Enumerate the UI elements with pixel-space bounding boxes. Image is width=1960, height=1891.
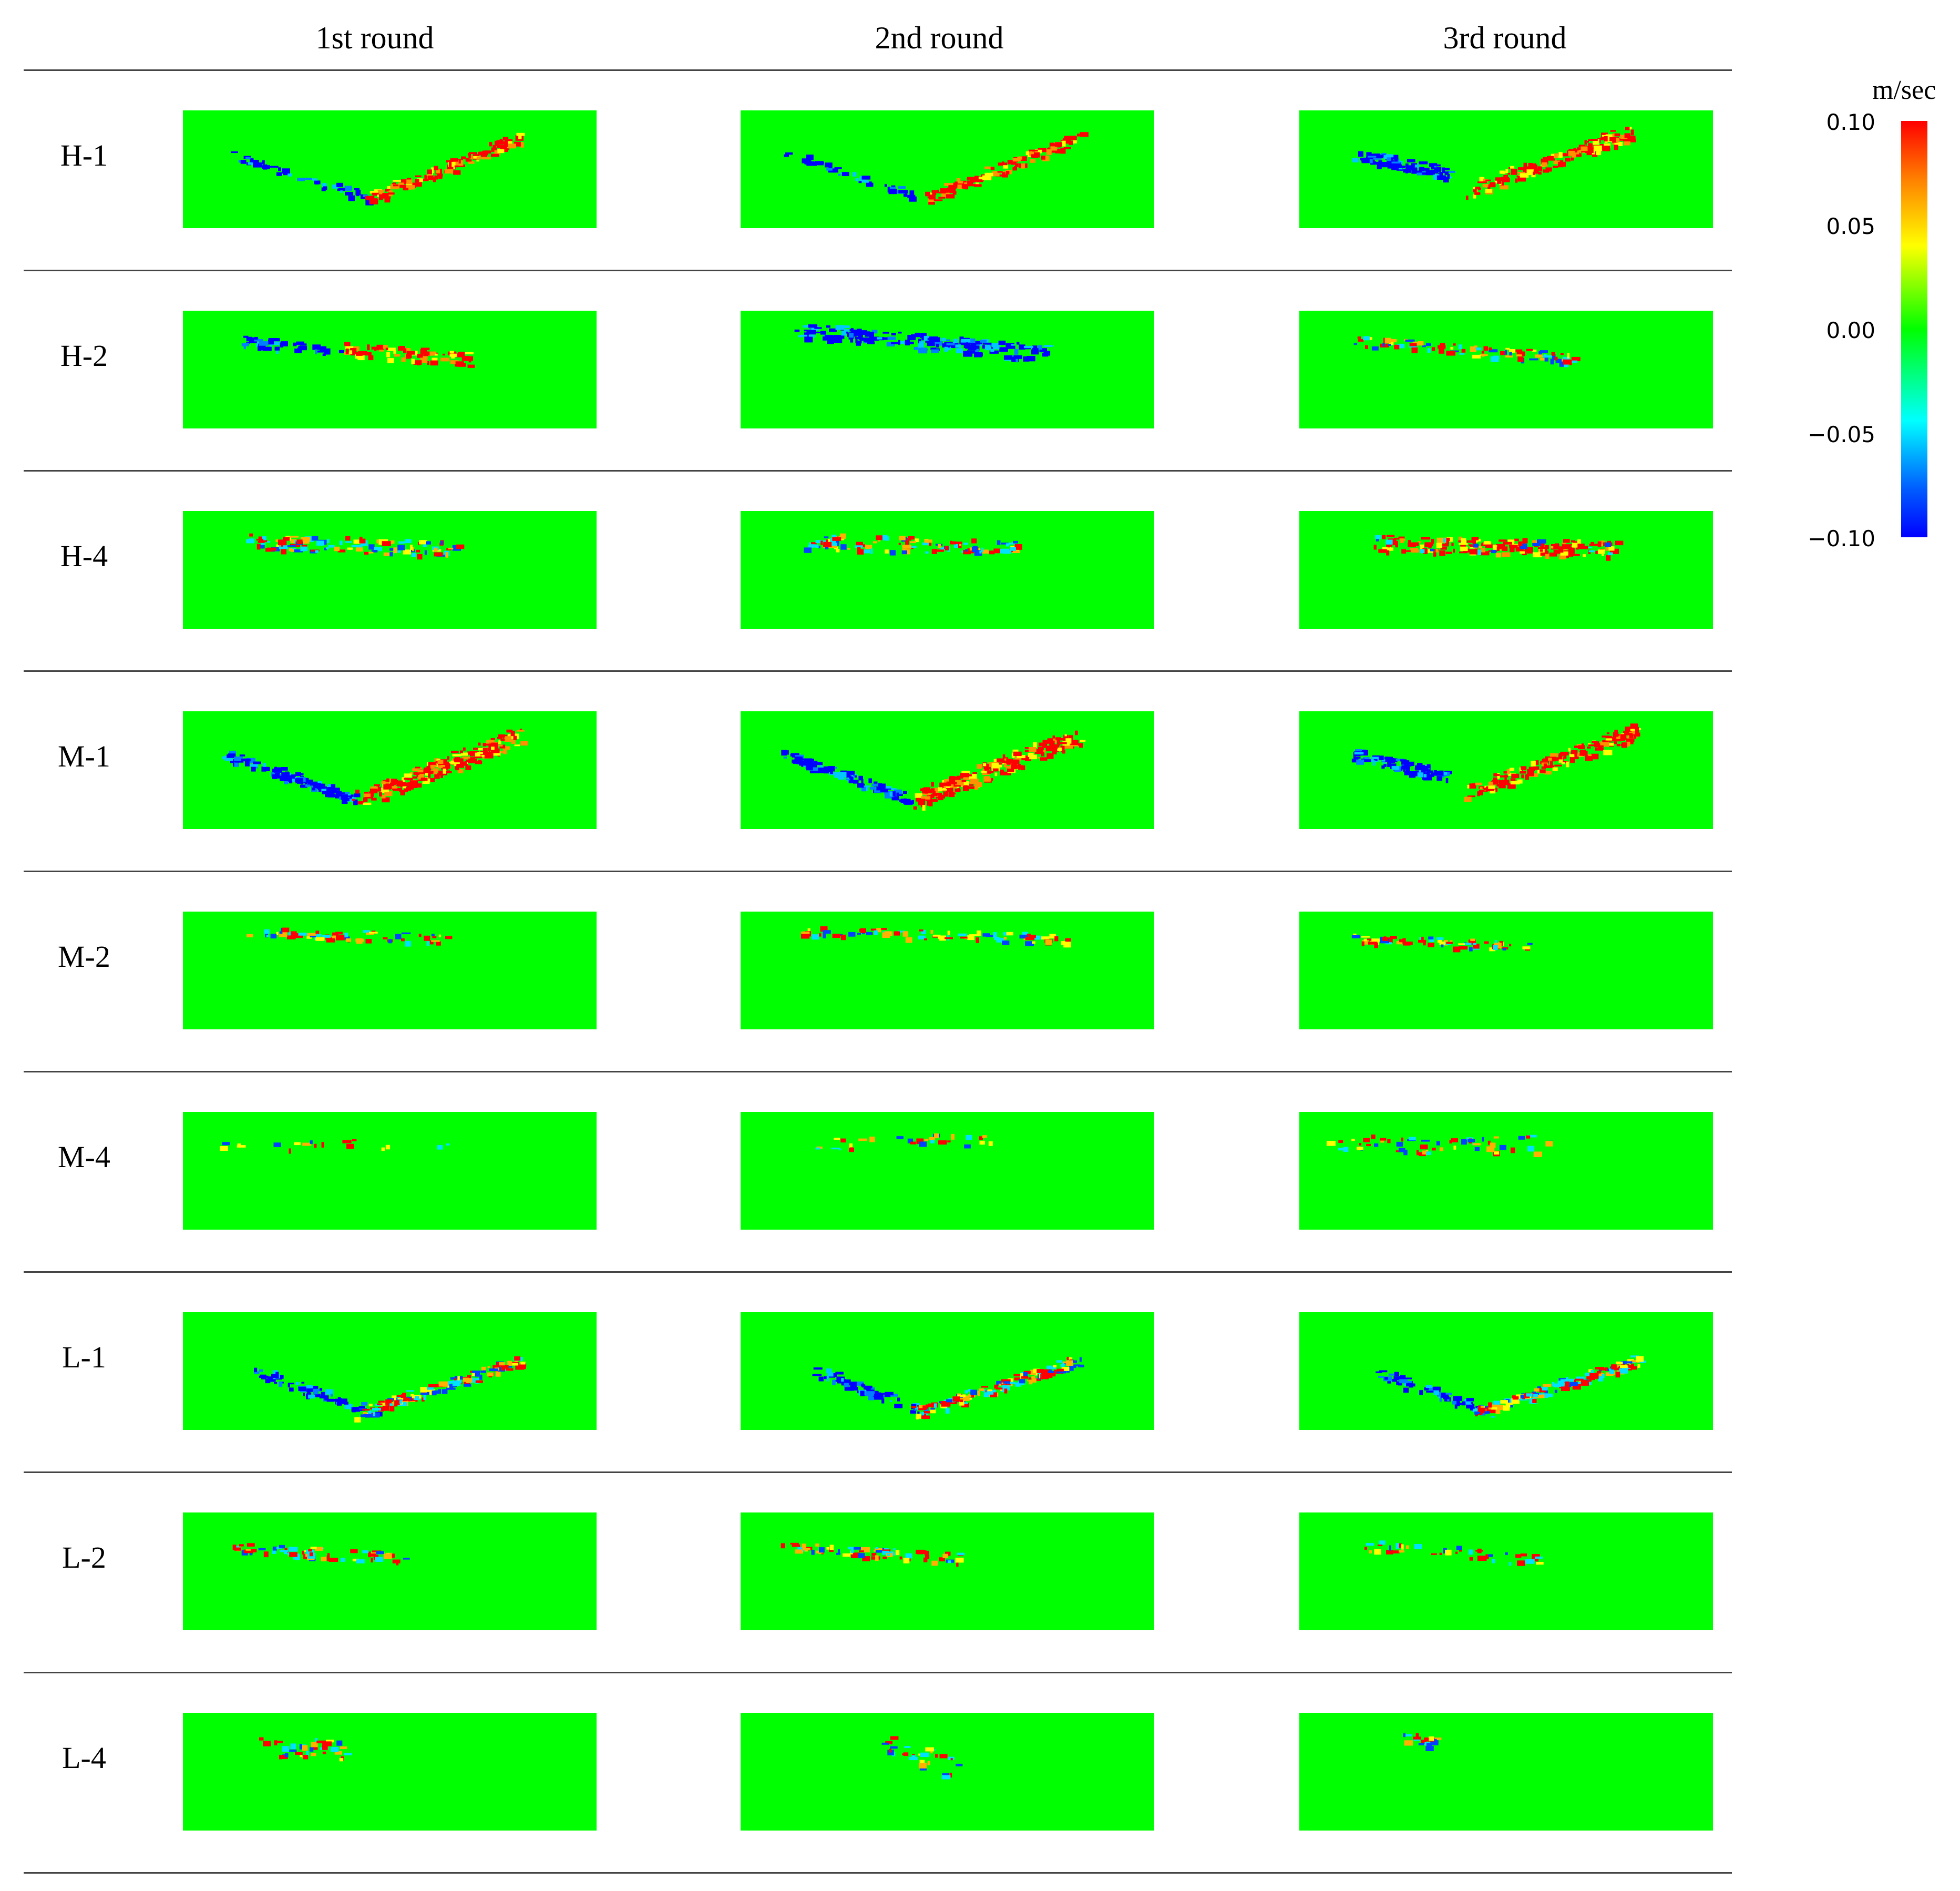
colorbar <box>1901 121 1927 537</box>
row-label-h-2: H-2 <box>60 339 108 373</box>
velocity-panel-m-1-round-1 <box>183 711 597 829</box>
row-separator <box>24 270 1732 271</box>
colorbar-tick-4: −0.10 <box>1808 526 1875 551</box>
row-separator <box>24 1471 1732 1473</box>
velocity-panel-h-2-round-3 <box>1299 311 1713 428</box>
velocity-panel-h-2-round-1 <box>183 311 597 428</box>
row-label-m-1: M-1 <box>58 739 110 773</box>
velocity-panel-m-1-round-3 <box>1299 711 1713 829</box>
row-separator <box>24 470 1732 472</box>
row-label-h-4: H-4 <box>60 539 108 573</box>
velocity-panel-m-2-round-3 <box>1299 912 1713 1029</box>
velocity-panel-l-4-round-2 <box>741 1713 1154 1831</box>
velocity-panel-l-4-round-3 <box>1299 1713 1713 1831</box>
row-separator <box>24 1672 1732 1673</box>
velocity-panel-l-2-round-2 <box>741 1512 1154 1630</box>
row-label-m-4: M-4 <box>58 1140 110 1174</box>
row-separator <box>24 871 1732 872</box>
velocity-panel-l-1-round-3 <box>1299 1312 1713 1430</box>
velocity-panel-m-4-round-2 <box>741 1112 1154 1230</box>
row-label-m-2: M-2 <box>58 939 110 974</box>
velocity-panel-m-2-round-2 <box>741 912 1154 1029</box>
velocity-panel-l-1-round-2 <box>741 1312 1154 1430</box>
colorbar-tick-2: 0.00 <box>1826 318 1875 343</box>
row-separator <box>24 670 1732 672</box>
velocity-panel-h-1-round-3 <box>1299 110 1713 228</box>
row-label-l-4: L-4 <box>62 1741 106 1775</box>
velocity-panel-m-1-round-2 <box>741 711 1154 829</box>
row-separator <box>24 1071 1732 1072</box>
column-header-3rd-round: 3rd round <box>1443 21 1567 55</box>
velocity-panel-l-4-round-1 <box>183 1713 597 1831</box>
colorbar-tick-3: −0.05 <box>1808 422 1875 447</box>
velocity-panel-l-2-round-1 <box>183 1512 597 1630</box>
colorbar-tick-1: 0.05 <box>1826 213 1875 239</box>
row-label-l-1: L-1 <box>62 1340 106 1374</box>
velocity-panel-m-2-round-1 <box>183 912 597 1029</box>
row-separator <box>24 69 1732 71</box>
velocity-panel-m-4-round-1 <box>183 1112 597 1230</box>
row-label-h-1: H-1 <box>60 138 108 172</box>
velocity-panel-h-2-round-2 <box>741 311 1154 428</box>
row-separator <box>24 1271 1732 1273</box>
velocity-panel-h-4-round-1 <box>183 511 597 629</box>
colorbar-unit: m/sec <box>1872 75 1936 105</box>
velocity-panel-m-4-round-3 <box>1299 1112 1713 1230</box>
velocity-panel-h-1-round-2 <box>741 110 1154 228</box>
velocity-panel-l-1-round-1 <box>183 1312 597 1430</box>
row-label-l-2: L-2 <box>62 1540 106 1575</box>
column-header-2nd-round: 2nd round <box>875 21 1004 55</box>
velocity-panel-h-1-round-1 <box>183 110 597 228</box>
bottom-rule <box>24 1872 1732 1874</box>
velocity-panel-h-4-round-3 <box>1299 511 1713 629</box>
velocity-panel-l-2-round-3 <box>1299 1512 1713 1630</box>
column-header-1st-round: 1st round <box>315 21 434 55</box>
velocity-panel-h-4-round-2 <box>741 511 1154 629</box>
colorbar-tick-0: 0.10 <box>1826 109 1875 135</box>
